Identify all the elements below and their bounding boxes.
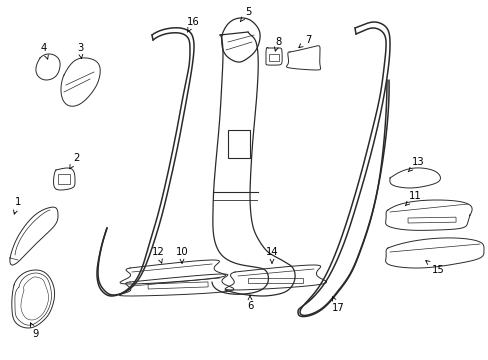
Bar: [268, 54, 279, 61]
Bar: [148, 282, 208, 289]
Bar: [58, 174, 70, 184]
Text: 3: 3: [77, 43, 83, 59]
Text: 8: 8: [274, 37, 281, 51]
Text: 16: 16: [186, 17, 199, 32]
Bar: [227, 130, 249, 158]
Text: 10: 10: [175, 247, 188, 263]
Text: 13: 13: [407, 157, 424, 172]
Text: 1: 1: [14, 197, 21, 214]
Text: 2: 2: [70, 153, 79, 169]
Text: 7: 7: [298, 35, 310, 48]
Text: 4: 4: [41, 43, 48, 59]
Bar: [247, 278, 303, 283]
Text: 12: 12: [151, 247, 164, 263]
Text: 9: 9: [30, 323, 39, 339]
Text: 5: 5: [240, 7, 251, 22]
Text: 11: 11: [405, 191, 421, 206]
Text: 14: 14: [265, 247, 278, 263]
Bar: [407, 217, 455, 223]
Text: 6: 6: [246, 296, 253, 311]
Text: 15: 15: [425, 261, 444, 275]
Text: 17: 17: [331, 297, 344, 313]
